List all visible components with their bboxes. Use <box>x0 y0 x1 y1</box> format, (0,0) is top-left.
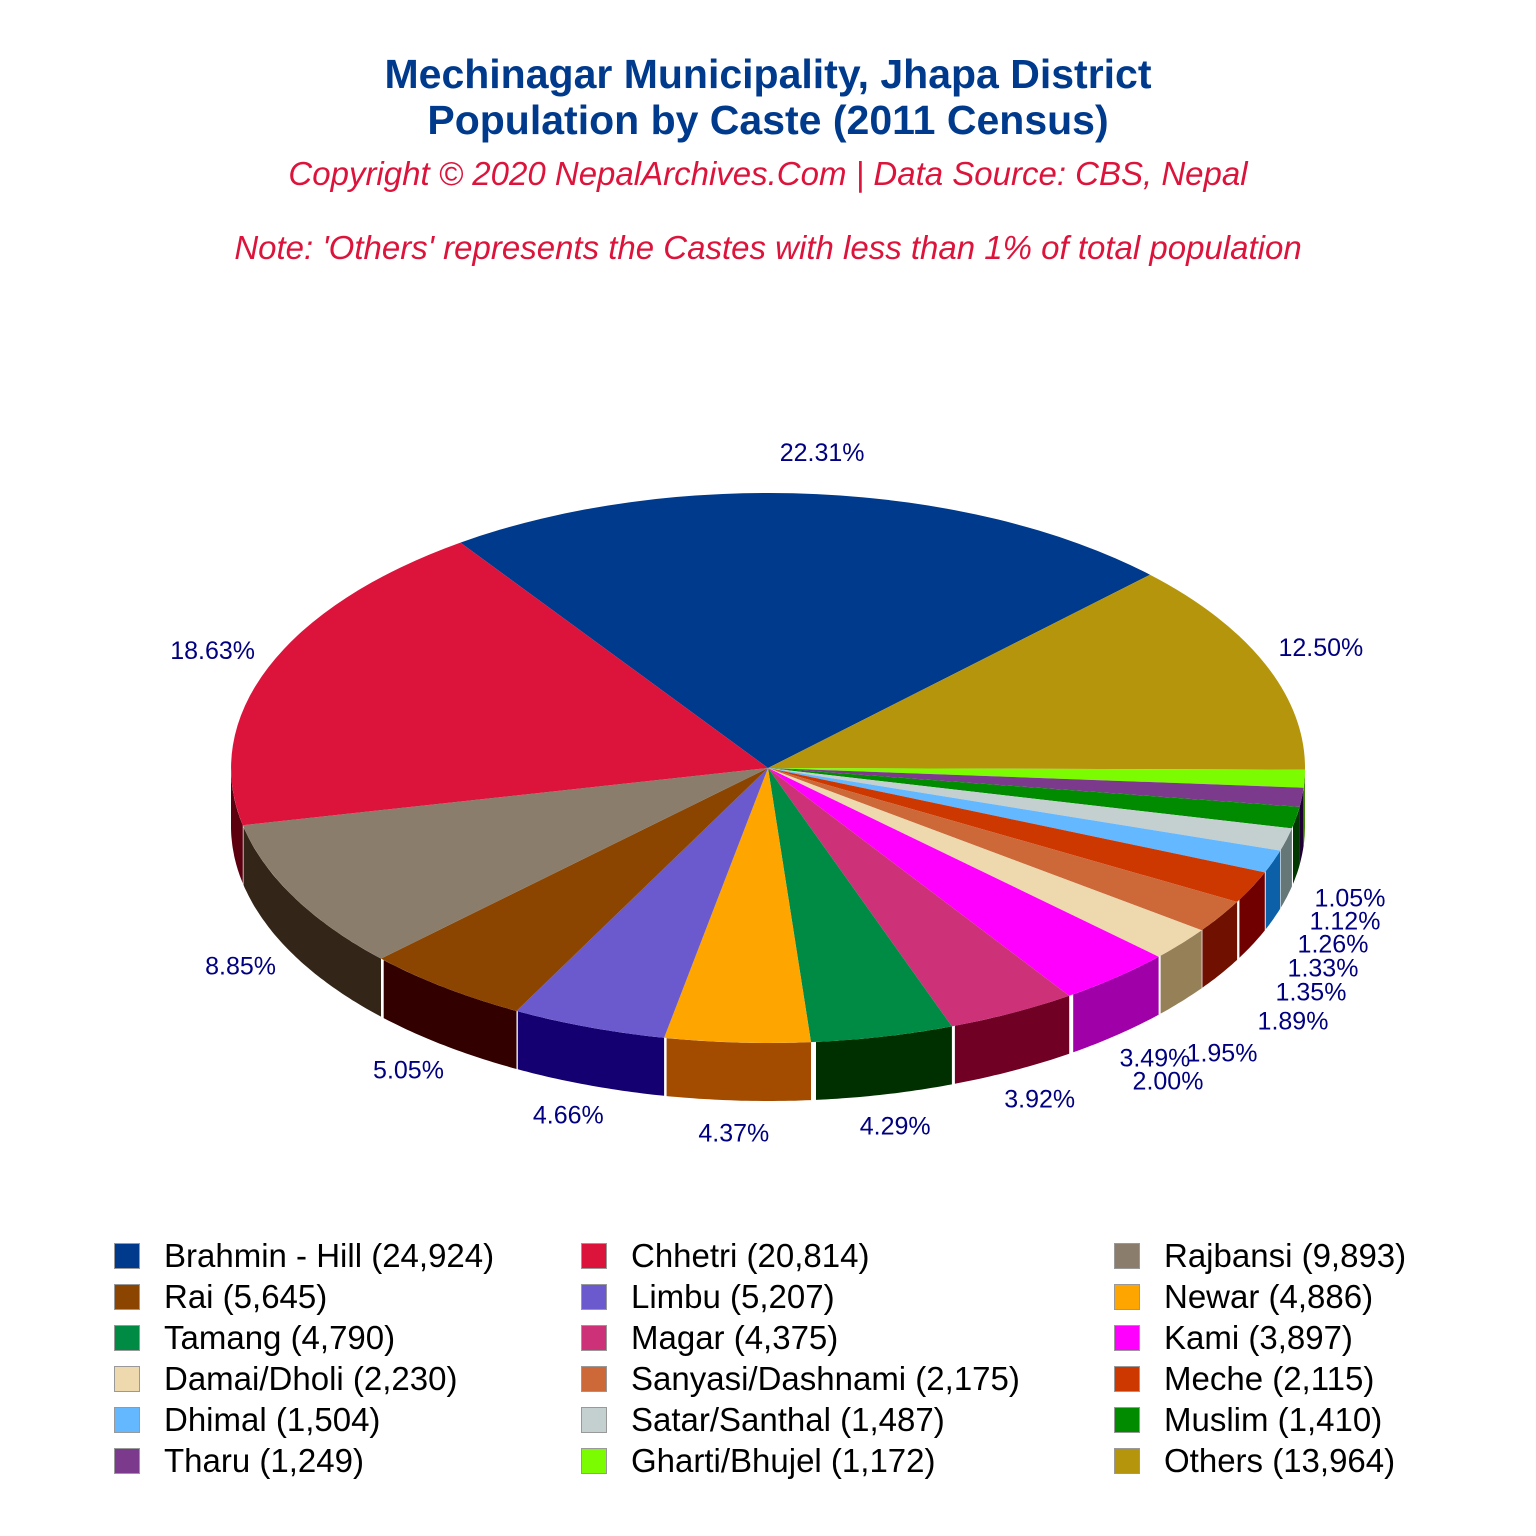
pie-slice-dhimal <box>768 768 1281 873</box>
pie-side-wall <box>1073 956 1159 1053</box>
legend-swatch <box>114 1448 140 1474</box>
legend-item: Tamang (4,790) <box>114 1318 395 1358</box>
pie-percent-label: 1.05% <box>1315 885 1386 913</box>
pie-slice-tamang <box>768 768 952 1043</box>
pie-percent-label: 22.31% <box>780 439 865 467</box>
pie-side-wall <box>383 960 517 1069</box>
legend-item: Tharu (1,249) <box>114 1441 364 1481</box>
pie-slice-gharti-bhujel <box>768 768 1305 788</box>
pie-percent-label: 3.49% <box>1119 1045 1190 1073</box>
pie-slice-brahmin-hill <box>460 492 1150 768</box>
copyright-text: Copyright © 2020 NepalArchives.Com | Dat… <box>288 155 1248 192</box>
legend-swatch <box>581 1407 607 1433</box>
legend-item: Sanyasi/Dashnami (2,175) <box>581 1359 1020 1399</box>
pie-percent-label: 1.33% <box>1288 955 1359 983</box>
legend-swatch <box>114 1243 140 1269</box>
legend-item: Kami (3,897) <box>1114 1318 1353 1358</box>
pie-percent-label: 1.12% <box>1310 908 1381 936</box>
pie-slice-tharu <box>768 768 1304 807</box>
pie-percent-label: 4.29% <box>860 1113 931 1141</box>
legend-item: Satar/Santhal (1,487) <box>581 1400 945 1440</box>
pie-slice-sanyasi-dashnami <box>768 768 1238 931</box>
pie-side-wall <box>1202 901 1238 988</box>
legend-item: Damai/Dholi (2,230) <box>114 1359 457 1399</box>
pie-side-wall <box>954 995 1070 1084</box>
pie-slice-rai <box>381 768 768 1011</box>
pie-slice-meche <box>768 768 1265 902</box>
pie-side-wall <box>231 770 243 884</box>
pie-slice-limbu <box>516 768 768 1038</box>
pie-percent-label: 4.37% <box>698 1119 769 1147</box>
pie-percent-label: 4.66% <box>533 1102 604 1130</box>
pie-percent-label: 1.35% <box>1276 979 1347 1007</box>
pie-slice-kami <box>768 768 1159 996</box>
legend-swatch <box>1114 1407 1140 1433</box>
note-text: Note: 'Others' represents the Castes wit… <box>234 229 1302 266</box>
legend-swatch <box>114 1407 140 1433</box>
pie-slice-satar-santhal <box>768 768 1292 851</box>
legend-item: Meche (2,115) <box>1114 1359 1374 1399</box>
legend-item: Dhimal (1,504) <box>114 1400 380 1440</box>
pie-side-wall <box>1303 769 1305 845</box>
legend-swatch <box>1114 1284 1140 1310</box>
pie-side-wall <box>1265 850 1281 930</box>
pie-percent-label: 12.50% <box>1279 634 1364 662</box>
legend-swatch <box>581 1243 607 1269</box>
pie-percent-label: 1.95% <box>1187 1040 1258 1068</box>
legend-swatch <box>114 1325 140 1351</box>
pie-percent-label: 1.89% <box>1258 1008 1329 1036</box>
legend-swatch <box>581 1366 607 1392</box>
pie-side-wall <box>1299 787 1304 865</box>
legend-swatch <box>581 1448 607 1474</box>
pie-side-wall <box>816 1026 952 1100</box>
pie-slice-rajbansi <box>242 768 769 959</box>
pie-percent-label: 3.92% <box>1004 1085 1075 1113</box>
legend-swatch <box>114 1284 140 1310</box>
pie-percent-label: 1.26% <box>1298 931 1369 959</box>
pie-slice-newar <box>664 768 811 1043</box>
legend-item: Gharti/Bhujel (1,172) <box>581 1441 936 1481</box>
pie-slice-chhetri <box>231 542 768 826</box>
pie-percent-label: 2.00% <box>1133 1068 1204 1096</box>
pie-side-wall <box>1293 806 1300 884</box>
pie-side-wall <box>666 1038 811 1101</box>
legend-item: Newar (4,886) <box>1114 1277 1373 1317</box>
legend-swatch <box>1114 1243 1140 1269</box>
pie-side-wall <box>1160 930 1202 1014</box>
legend-item: Others (13,964) <box>1114 1441 1395 1481</box>
pie-side-wall <box>243 826 381 1017</box>
pie-slice-others <box>768 574 1306 770</box>
legend-swatch <box>581 1325 607 1351</box>
pie-percent-label: 18.63% <box>170 637 255 665</box>
pie-slice-magar <box>768 768 1070 1027</box>
legend-item: Limbu (5,207) <box>581 1277 835 1317</box>
legend-swatch <box>1114 1448 1140 1474</box>
legend-item: Muslim (1,410) <box>1114 1400 1382 1440</box>
chart-title-line1: Mechinagar Municipality, Jhapa District <box>384 51 1152 97</box>
legend-item: Rai (5,645) <box>114 1277 327 1317</box>
legend-swatch <box>1114 1325 1140 1351</box>
pie-percent-label: 5.05% <box>373 1056 444 1084</box>
legend-item: Magar (4,375) <box>581 1318 838 1358</box>
pie-slice-muslim <box>768 768 1300 829</box>
pie-percent-label: 8.85% <box>205 952 276 980</box>
legend-swatch <box>581 1284 607 1310</box>
pie-slice-damai-dholi <box>768 768 1202 957</box>
legend-item: Brahmin - Hill (24,924) <box>114 1236 494 1276</box>
legend: Brahmin - Hill (24,924) Chhetri (20,814)… <box>0 1236 1536 1486</box>
pie-side-wall <box>517 1011 665 1096</box>
legend-item: Rajbansi (9,893) <box>1114 1236 1406 1276</box>
chart-title-line2: Population by Caste (2011 Census) <box>427 97 1109 143</box>
legend-swatch <box>114 1366 140 1392</box>
legend-item: Chhetri (20,814) <box>581 1236 869 1276</box>
pie-side-wall <box>1239 872 1265 958</box>
pie-side-wall <box>1280 828 1292 908</box>
legend-swatch <box>1114 1366 1140 1392</box>
